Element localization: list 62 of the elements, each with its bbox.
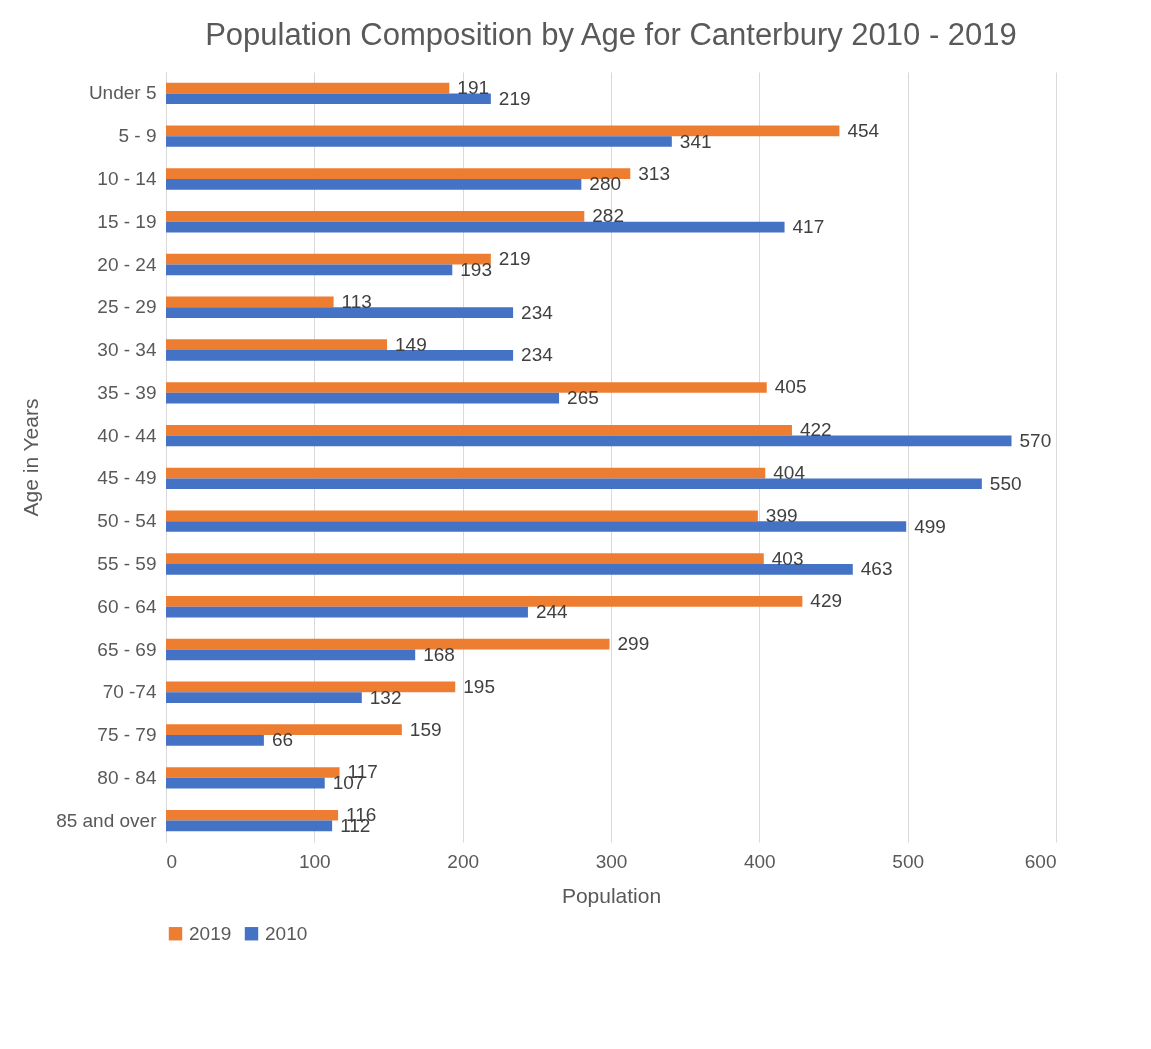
data-label: 550: [989, 472, 1022, 494]
legend-label: 2010: [265, 922, 308, 944]
y-tick-label: 85 and over: [56, 809, 158, 831]
y-tick-label: 15 - 19: [97, 210, 157, 232]
data-label: 429: [810, 590, 843, 612]
data-label: 234: [521, 301, 554, 323]
y-tick-label: Under 5: [88, 82, 157, 104]
y-tick-label: 65 - 69: [97, 638, 157, 660]
data-label: 159: [409, 718, 442, 740]
x-tick-label: 600: [1024, 850, 1057, 872]
y-tick-label: 25 - 29: [97, 296, 157, 318]
y-tick-label: 30 - 34: [97, 339, 157, 361]
x-tick-label: 500: [892, 850, 925, 872]
data-label: 149: [395, 333, 427, 355]
data-label: 244: [535, 601, 569, 623]
y-tick-label: 70 -74: [102, 681, 157, 703]
x-tick-label: 400: [743, 850, 776, 872]
data-label: 299: [617, 633, 650, 655]
y-tick-label: 40 - 44: [97, 424, 157, 446]
data-label: 195: [463, 675, 495, 697]
data-label: 313: [638, 162, 670, 184]
chart-title: Population Composition by Age for Canterbury 2010 - 2019: [205, 17, 1017, 52]
y-tick-label: 10 - 14: [97, 167, 157, 189]
data-label: 417: [792, 216, 825, 238]
y-tick-label: 80 - 84: [97, 766, 157, 788]
y-tick-label: 45 - 49: [97, 467, 157, 489]
legend-label: 2019: [189, 922, 232, 944]
data-label: 422: [799, 419, 832, 441]
y-tick-label: 20 - 24: [97, 253, 157, 275]
x-tick-label: 0: [166, 850, 178, 872]
data-label: 219: [498, 248, 531, 270]
data-label: 191: [457, 77, 490, 99]
data-label: 66: [271, 729, 294, 751]
y-tick-label: 55 - 59: [97, 552, 157, 574]
y-tick-label: 35 - 39: [97, 381, 157, 403]
y-tick-label: 5 - 9: [118, 125, 157, 147]
x-tick-label: 200: [447, 850, 480, 872]
data-label: 265: [567, 387, 599, 409]
data-label: 132: [369, 686, 402, 708]
x-axis-title: Population: [561, 883, 662, 907]
y-tick-label: 75 - 79: [97, 724, 157, 746]
data-label: 454: [847, 119, 880, 141]
x-tick-label: 300: [595, 850, 628, 872]
data-label: 341: [679, 130, 712, 152]
data-label: 113: [341, 290, 372, 312]
data-label: 404: [773, 462, 806, 484]
y-axis-title: Age in Years: [19, 398, 43, 517]
data-label: 219: [498, 87, 531, 109]
x-tick-label: 100: [298, 850, 331, 872]
data-label: 234: [521, 344, 554, 366]
data-label: 280: [589, 173, 622, 195]
data-label: 463: [860, 558, 893, 580]
data-label: 168: [423, 643, 455, 665]
data-label: 499: [914, 515, 946, 537]
data-label: 193: [460, 258, 492, 280]
data-label: 282: [592, 205, 624, 227]
data-label: 399: [765, 504, 798, 526]
y-tick-label: 50 - 54: [97, 510, 157, 532]
data-label: 405: [774, 376, 807, 398]
data-label: 570: [1019, 429, 1052, 451]
y-tick-label: 60 - 64: [97, 595, 157, 617]
data-label: 403: [771, 547, 804, 569]
